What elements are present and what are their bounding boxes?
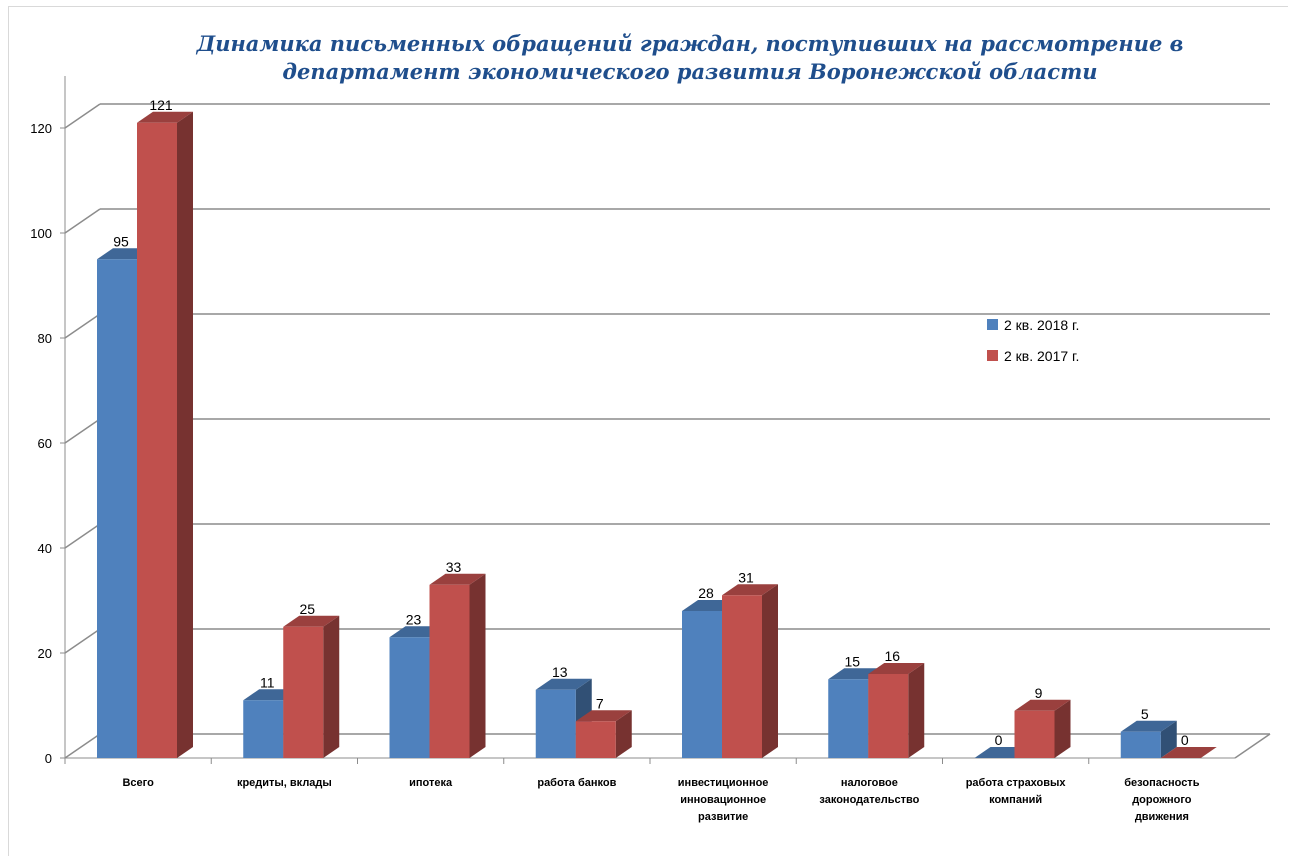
category-label: ипотека: [409, 777, 453, 789]
category-label: инновационное: [680, 794, 766, 806]
category-label: налоговое: [841, 777, 898, 789]
bar-series-2: [283, 626, 324, 758]
data-label: 31: [738, 569, 754, 585]
bar-side-series-1: [1160, 720, 1177, 758]
chart-frame: [8, 6, 1288, 856]
y-tick-label: 100: [30, 226, 52, 241]
category-label: работа банков: [537, 777, 616, 789]
gridline-side: [64, 103, 101, 129]
gridline-side: [64, 313, 101, 339]
bar-series-2: [722, 595, 762, 758]
bar-side-series-2: [177, 111, 193, 758]
data-label: 11: [260, 674, 275, 690]
bar-series-2: [1014, 710, 1055, 758]
bar-top-series-2: [868, 663, 925, 674]
bar-series-2: [137, 122, 177, 758]
data-label: 25: [299, 601, 315, 617]
bar-series-1: [535, 689, 576, 758]
bar-top-series-1: [535, 678, 592, 690]
bar-series-1: [243, 700, 284, 758]
category-label: дорожного: [1132, 794, 1192, 806]
bar-top-series-2: [429, 573, 486, 585]
y-tick-label: 60: [38, 436, 52, 451]
category-label: инвестиционное: [678, 777, 769, 789]
chart-title-line-2: департамент экономического развития Воро…: [282, 59, 1098, 84]
chart-title: Динамика письменных обращений граждан, п…: [170, 30, 1210, 86]
bar-series-1: [97, 259, 137, 758]
bar-top-series-1: [1120, 720, 1177, 732]
legend-swatch: [987, 350, 998, 361]
data-label: 9: [1035, 685, 1043, 701]
bar-side-series-2: [615, 710, 632, 758]
legend-swatch: [987, 319, 998, 330]
data-label: 0: [995, 732, 1003, 748]
bar-top-series-2: [575, 710, 632, 722]
gridline-side: [64, 628, 101, 654]
y-tick-label: 80: [38, 331, 52, 346]
category-label: развитие: [698, 811, 748, 823]
category-label: работа страховых: [966, 777, 1067, 789]
gridline-side: [64, 523, 101, 549]
bar-top-series-2: [283, 615, 340, 627]
category-labels: Всего кредиты, вклады ипотека работа банков…: [122, 777, 1199, 823]
axes: 0 20 40 60 80 100 120: [30, 76, 1235, 766]
bar-series-2: [429, 584, 470, 758]
data-label: 7: [596, 695, 604, 711]
bar-side-series-2: [323, 615, 340, 758]
bar-top-series-2: [1014, 699, 1071, 711]
bar-series-2: [868, 674, 909, 758]
bar-top-series-2: [137, 111, 193, 123]
data-label: 95: [113, 233, 129, 249]
bar-side-series-2: [1054, 699, 1071, 758]
gridline-side: [64, 208, 101, 234]
data-label: 121: [149, 97, 173, 113]
y-tick-label: 120: [30, 121, 52, 136]
category-label: безопасность: [1124, 777, 1199, 789]
gridlines: [64, 103, 1271, 759]
y-tick-label: 20: [38, 646, 52, 661]
y-tick-label: 0: [45, 751, 52, 766]
bar-series-2: [575, 721, 616, 758]
floor-edge: [1234, 733, 1271, 759]
bar-top-series-2: [1160, 747, 1217, 758]
bar-side-series-2: [469, 573, 486, 758]
bar-series-1: [389, 637, 430, 758]
bar-series-1: [1120, 731, 1161, 758]
data-label: 28: [698, 585, 714, 601]
legend-label: 2 кв. 2018 г.: [1004, 317, 1079, 333]
bar-series-1: [682, 611, 722, 758]
bar-series-1: [828, 679, 869, 758]
data-label: 23: [406, 611, 422, 627]
y-tick-label: 40: [38, 541, 52, 556]
bar-side-series-2: [762, 584, 778, 758]
bar-top-series-2: [722, 584, 778, 596]
data-label: 5: [1141, 706, 1149, 722]
category-label: движения: [1135, 811, 1189, 823]
category-label: Всего: [122, 777, 154, 789]
bar-side-series-2: [908, 663, 925, 758]
chart-title-line-1: Динамика письменных обращений граждан, п…: [196, 31, 1184, 56]
legend-label: 2 кв. 2017 г.: [1004, 348, 1079, 364]
bars: [97, 111, 1217, 758]
category-label: законодательство: [819, 794, 919, 806]
data-label: 15: [844, 653, 860, 669]
data-label: 13: [552, 664, 568, 680]
data-label: 0: [1181, 732, 1189, 748]
legend: 2 кв. 2018 г. 2 кв. 2017 г.: [987, 317, 1079, 364]
gridline-side: [64, 733, 101, 759]
data-label: 16: [884, 648, 900, 664]
category-label: компаний: [989, 794, 1042, 806]
gridline-side: [64, 418, 101, 444]
data-label: 33: [446, 559, 462, 575]
category-label: кредиты, вклады: [237, 777, 332, 789]
